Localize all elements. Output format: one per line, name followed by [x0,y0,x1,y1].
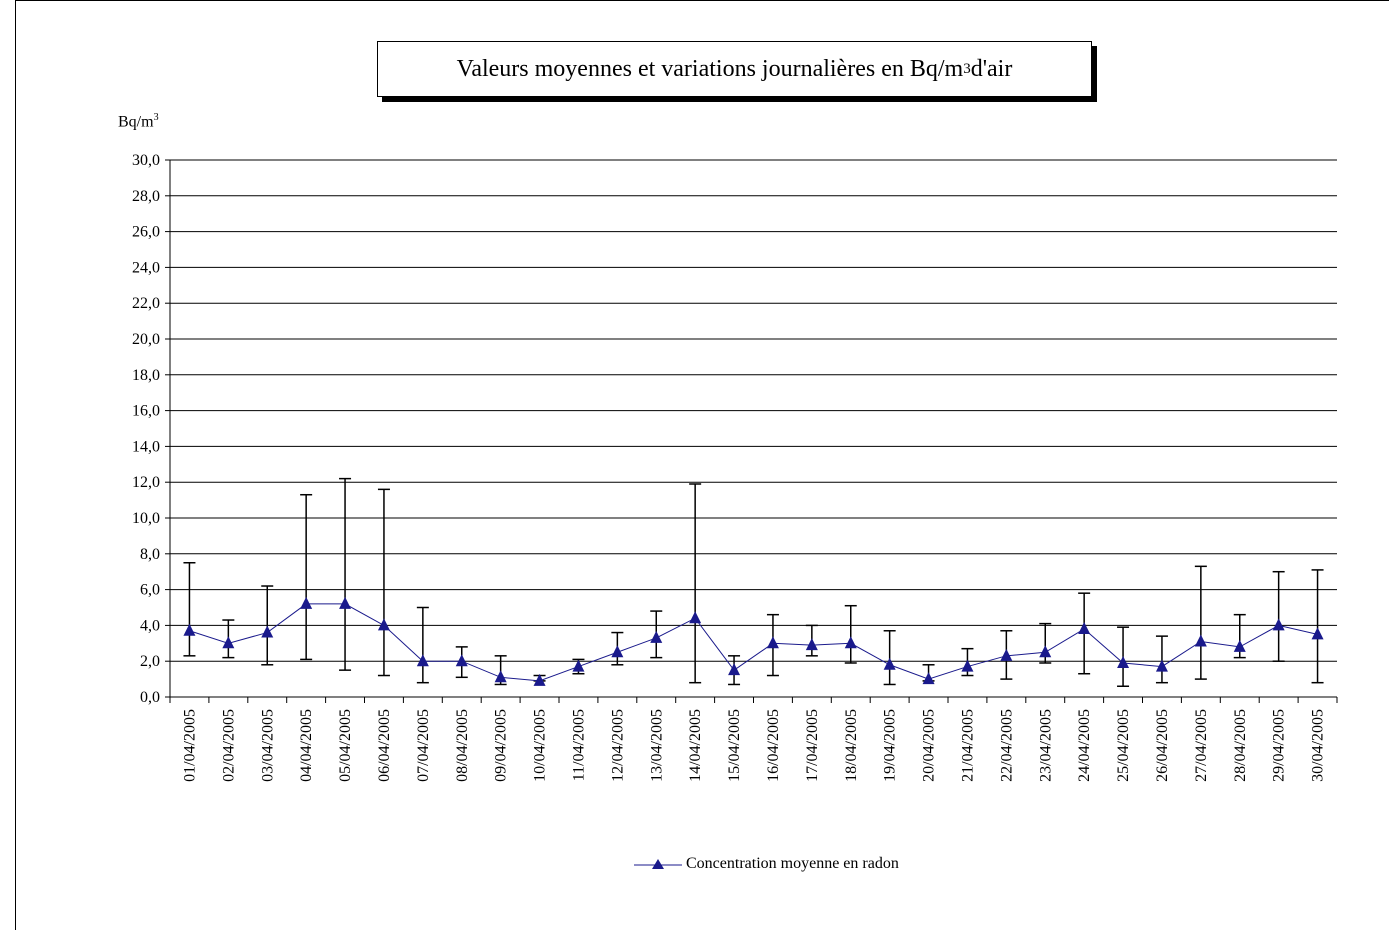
x-tick-label: 21/04/2005 [959,709,976,782]
y-tick-label: 14,0 [132,438,160,455]
data-point [222,636,235,649]
y-axis-unit-base: Bq/m [118,113,154,131]
legend-series-label: Concentration moyenne en radon [686,855,899,872]
legend-marker-icon [634,859,682,869]
x-tick-label: 20/04/2005 [921,709,938,782]
chart-frame [15,0,1389,930]
y-tick-label: 16,0 [132,403,160,420]
y-axis-unit-label: Bq/m3 [118,112,159,131]
chart-title-suffix: d'air [970,55,1013,82]
x-tick-label: 18/04/2005 [843,709,860,782]
y-tick-label: 30,0 [132,152,160,169]
data-point [300,596,313,609]
x-tick-label: 28/04/2005 [1232,709,1249,782]
x-tick-label: 02/04/2005 [220,709,237,782]
data-point [416,654,429,667]
data-point [844,636,857,649]
y-tick-label: 4,0 [140,617,160,634]
data-point [261,625,274,638]
y-tick-label: 24,0 [132,259,160,276]
x-tick-label: 19/04/2005 [882,709,899,782]
series-line [189,603,1318,682]
x-tick-label: 03/04/2005 [259,709,276,782]
x-tick-label: 25/04/2005 [1115,709,1132,782]
x-tick-label: 06/04/2005 [376,709,393,782]
y-tick-label: 0,0 [140,689,160,706]
data-point [1155,659,1168,672]
x-tick-label: 12/04/2005 [609,709,626,782]
x-tick-label: 23/04/2005 [1037,709,1054,782]
x-tick-label: 30/04/2005 [1310,709,1327,782]
x-tick-label: 26/04/2005 [1154,709,1171,782]
x-tick-label: 22/04/2005 [998,709,1015,782]
data-point [805,638,818,651]
y-tick-label: 6,0 [140,582,160,599]
y-axis-unit-superscript: 3 [153,112,159,123]
y-tick-label: 26,0 [132,224,160,241]
x-tick-label: 10/04/2005 [532,709,549,782]
x-tick-label: 13/04/2005 [648,709,665,782]
data-point [1039,645,1052,658]
data-point [183,623,196,636]
data-point [650,630,663,643]
y-tick-label: 2,0 [140,653,160,670]
data-point [922,672,935,685]
data-point [1311,627,1324,640]
x-tick-label: 09/04/2005 [493,709,510,782]
x-tick-label: 08/04/2005 [454,709,471,782]
data-point [728,663,741,676]
data-point [455,654,468,667]
data-point [766,636,779,649]
data-point [494,670,507,683]
y-tick-label: 12,0 [132,474,160,491]
x-tick-label: 04/04/2005 [298,709,315,782]
data-point [1078,621,1091,634]
chart-title: Valeurs moyennes et variations journaliè… [377,41,1092,97]
chart-title-text: Valeurs moyennes et variations journaliè… [456,55,964,82]
data-point [961,659,974,672]
data-point [339,596,352,609]
x-tick-label: 17/04/2005 [804,709,821,782]
x-tick-label: 07/04/2005 [415,709,432,782]
y-tick-label: 28,0 [132,188,160,205]
data-point [377,618,390,631]
data-point [1194,634,1207,647]
data-point [689,611,702,624]
data-point [1233,639,1246,652]
x-tick-label: 15/04/2005 [726,709,743,782]
x-tick-label: 05/04/2005 [337,709,354,782]
data-point [533,673,546,686]
x-tick-label: 11/04/2005 [570,709,587,781]
chart-legend: Concentration moyenne en radon [634,855,899,873]
x-tick-label: 27/04/2005 [1193,709,1210,782]
x-tick-label: 24/04/2005 [1076,709,1093,782]
data-point [611,645,624,658]
y-tick-label: 18,0 [132,367,160,384]
y-tick-label: 8,0 [140,546,160,563]
data-point [1272,618,1285,631]
data-point [883,657,896,670]
x-tick-label: 14/04/2005 [687,709,704,782]
data-point [1117,655,1130,668]
y-tick-label: 20,0 [132,331,160,348]
chart-title-superscript: 3 [963,60,971,77]
y-tick-label: 22,0 [132,295,160,312]
x-tick-label: 16/04/2005 [765,709,782,782]
x-tick-label: 29/04/2005 [1271,709,1288,782]
data-point [1000,648,1013,661]
y-tick-label: 10,0 [132,510,160,527]
x-tick-label: 01/04/2005 [181,709,198,782]
data-point [572,659,585,672]
